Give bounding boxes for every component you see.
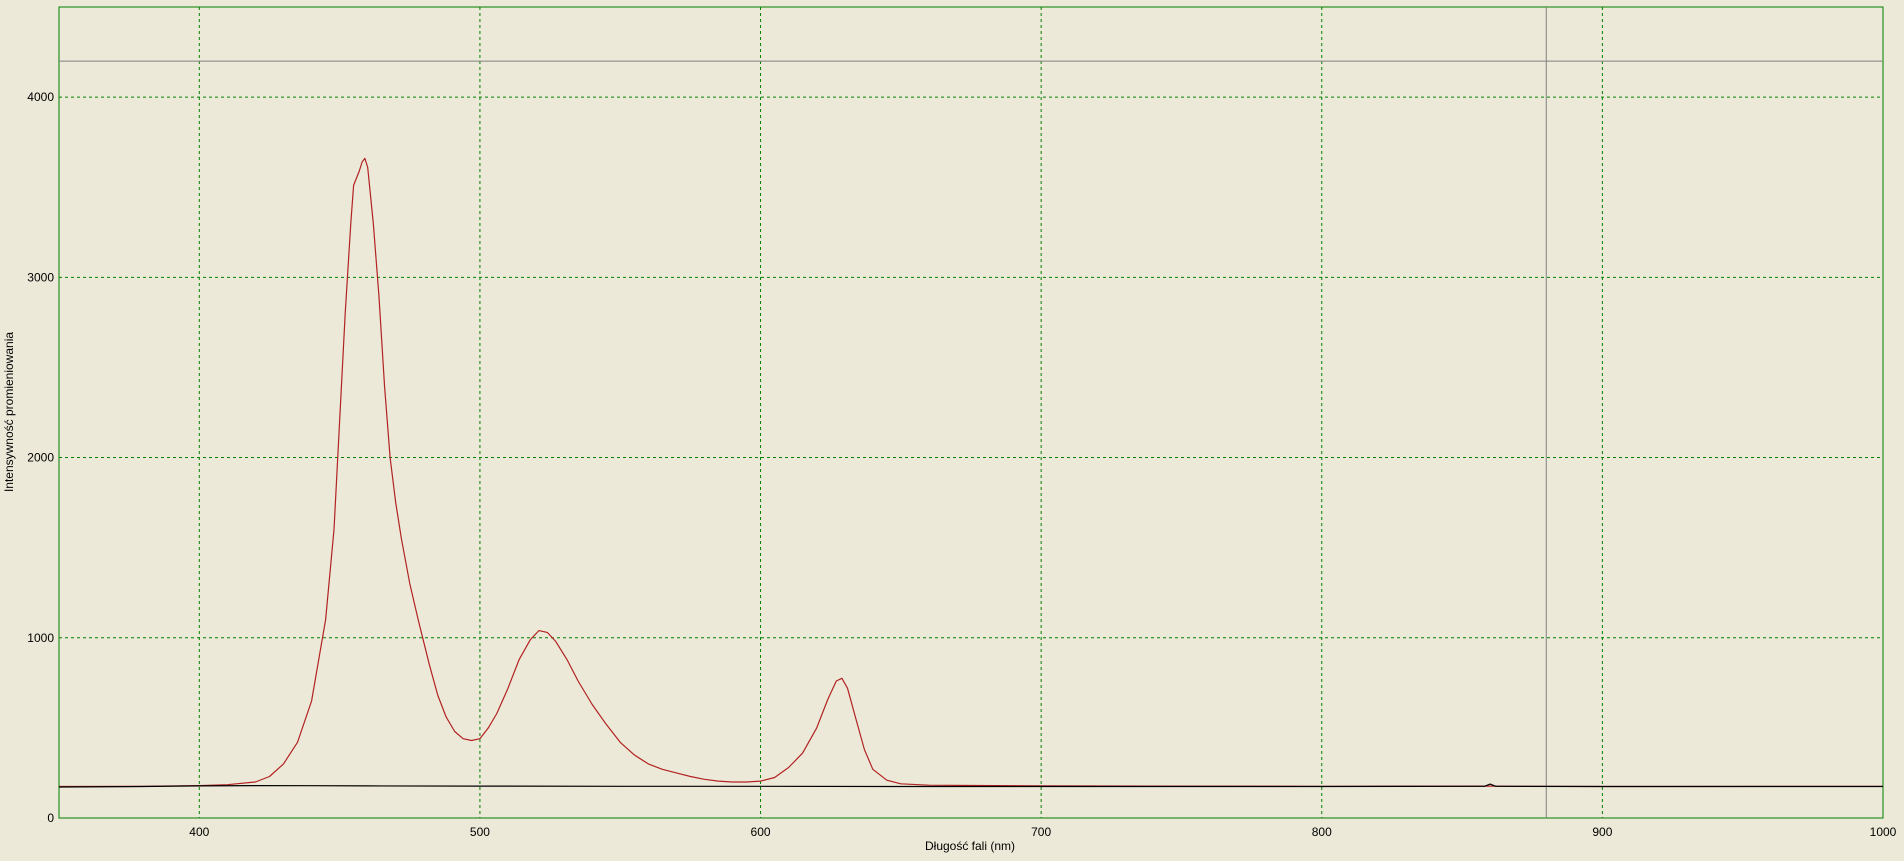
series-line-1 xyxy=(58,157,1884,788)
y-axis-label: Intensywność promieniowania xyxy=(2,332,16,492)
grid-lines xyxy=(59,7,1883,818)
x-tick-labels: 400 500 600 700 800 900 1000 xyxy=(189,825,1896,839)
x-axis-label: Długość fali (nm) xyxy=(925,839,1015,853)
y-tick-label: 0 xyxy=(47,811,54,825)
plot-area xyxy=(58,6,1884,819)
y-tick-label: 3000 xyxy=(27,270,54,284)
x-tick-label: 400 xyxy=(189,825,209,839)
x-tick-label: 600 xyxy=(751,825,771,839)
y-tick-labels: 0 1000 2000 3000 4000 xyxy=(27,90,54,825)
x-tick-label: 800 xyxy=(1312,825,1332,839)
x-tick-label: 900 xyxy=(1592,825,1612,839)
y-tick-label: 1000 xyxy=(27,631,54,645)
x-tick-label: 1000 xyxy=(1870,825,1897,839)
y-tick-label: 2000 xyxy=(27,451,54,465)
reference-lines xyxy=(59,7,1883,818)
x-tick-label: 500 xyxy=(470,825,490,839)
y-tick-label: 4000 xyxy=(27,90,54,104)
series-layer xyxy=(58,157,1884,788)
series-line-2 xyxy=(58,783,1883,788)
x-tick-label: 700 xyxy=(1031,825,1051,839)
